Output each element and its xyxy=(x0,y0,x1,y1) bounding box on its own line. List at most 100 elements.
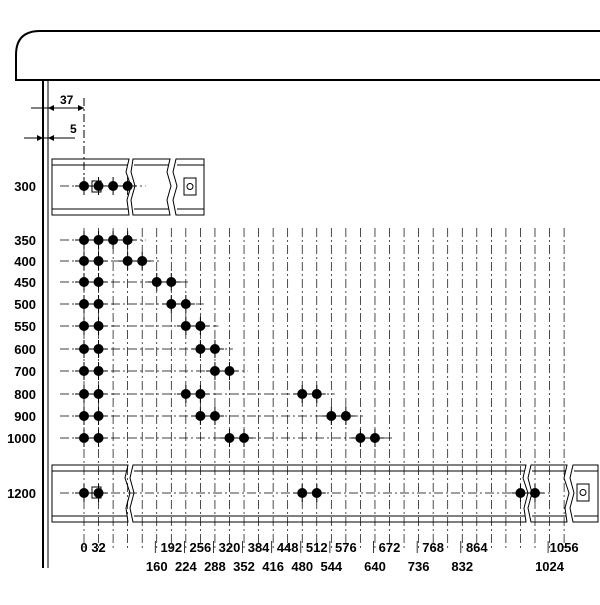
row-label: 600 xyxy=(14,342,36,357)
hole-marker xyxy=(369,433,380,443)
row-label: 350 xyxy=(14,233,36,248)
hole-marker xyxy=(79,299,89,309)
row-labels: 300 350 400 450 500 550 600 700 800 900 1000 1200 xyxy=(7,179,36,501)
hole-marker xyxy=(195,389,206,399)
top-rail xyxy=(51,158,205,216)
scale-label-lower: 544 xyxy=(320,559,342,574)
dimension-5-label: 5 xyxy=(70,122,77,136)
scale-label-lower: 736 xyxy=(408,559,430,574)
scale-label-upper: 512 xyxy=(306,540,328,555)
hole-marker xyxy=(209,411,220,421)
scale-label-lower: 832 xyxy=(451,559,473,574)
scale-label-lower: 288 xyxy=(204,559,226,574)
hole-marker xyxy=(79,389,89,399)
scale-label-upper: 864 xyxy=(466,540,488,555)
hole-marker xyxy=(166,277,177,287)
hole-marker xyxy=(93,366,104,376)
hole-marker xyxy=(93,321,104,331)
bottom-rail xyxy=(51,464,599,523)
hole-marker xyxy=(93,488,104,498)
row-label: 900 xyxy=(14,409,36,424)
row-label: 500 xyxy=(14,297,36,312)
hole-marker xyxy=(180,299,191,309)
hole-marker xyxy=(79,256,89,266)
scale-label-lower: 480 xyxy=(291,559,313,574)
hole-marker xyxy=(93,277,104,287)
hole-marker xyxy=(93,181,104,191)
scale-label-upper: 320 xyxy=(219,540,241,555)
hole-marker xyxy=(166,299,177,309)
dimension-5: 5 xyxy=(24,122,77,141)
hole-marker xyxy=(209,366,220,376)
hole-marker xyxy=(340,411,351,421)
hole-marker xyxy=(93,256,104,266)
scale-label-upper: 32 xyxy=(91,540,105,555)
hole-marker xyxy=(311,389,322,399)
hole-marker xyxy=(195,344,206,354)
hole-marker xyxy=(108,181,119,191)
row-label: 450 xyxy=(14,275,36,290)
hole-marker xyxy=(93,235,104,245)
hole-marker xyxy=(515,488,526,498)
hole-marker xyxy=(79,411,89,421)
scale-label-upper: 672 xyxy=(379,540,401,555)
bottom-labels: 0 32 192 256 320 384 448 512 576 672 768 864 1056 160… xyxy=(80,540,578,574)
hole-marker xyxy=(195,411,206,421)
scale-label-lower: 640 xyxy=(364,559,386,574)
hole-marker xyxy=(79,366,89,376)
scale-label-upper: 1056 xyxy=(550,540,579,555)
hole-marker xyxy=(122,235,133,245)
row-label: 400 xyxy=(14,254,36,269)
hole-marker xyxy=(297,488,308,498)
hole-marker xyxy=(93,299,104,309)
hole-marker xyxy=(180,389,191,399)
scale-label-lower: 160 xyxy=(146,559,168,574)
hole-marker xyxy=(93,389,104,399)
scale-label-upper: 384 xyxy=(248,540,270,555)
hole-marker xyxy=(224,433,235,443)
row-label: 700 xyxy=(14,364,36,379)
scale-label-upper: 576 xyxy=(335,540,357,555)
hole-marker xyxy=(530,488,540,498)
scale-label-lower: 352 xyxy=(233,559,255,574)
holes xyxy=(75,177,544,502)
scale-label-upper: 256 xyxy=(190,540,212,555)
hole-marker xyxy=(79,344,89,354)
scale-label-upper: 192 xyxy=(160,540,182,555)
scale-label-upper: 448 xyxy=(277,540,299,555)
hole-marker xyxy=(93,433,104,443)
scale-label-lower: 416 xyxy=(262,559,284,574)
hole-marker xyxy=(239,433,250,443)
scale-label-upper: 768 xyxy=(422,540,444,555)
hole-marker xyxy=(195,321,206,331)
hole-marker xyxy=(311,488,322,498)
dimension-37-label: 37 xyxy=(60,93,74,107)
hole-marker xyxy=(137,256,148,266)
hole-marker xyxy=(79,321,89,331)
hole-marker xyxy=(151,277,162,287)
row-label: 300 xyxy=(14,179,36,194)
scale-label-lower: 224 xyxy=(175,559,197,574)
hole-marker xyxy=(79,181,89,191)
hole-marker xyxy=(326,411,337,421)
hole-marker xyxy=(79,235,89,245)
hole-marker xyxy=(180,321,191,331)
scale-label-upper: 0 xyxy=(80,540,87,555)
dimension-37: 37 xyxy=(31,93,85,185)
row-label: 1000 xyxy=(7,431,36,446)
row-label: 1200 xyxy=(7,486,36,501)
top-panel-outline xyxy=(15,30,600,81)
hole-marker xyxy=(108,235,119,245)
hole-marker xyxy=(79,277,89,287)
hole-marker xyxy=(93,344,104,354)
hole-marker xyxy=(122,181,133,191)
hole-marker xyxy=(209,344,220,354)
scale-label-lower: 1024 xyxy=(535,559,565,574)
hole-marker xyxy=(122,256,133,266)
row-label: 800 xyxy=(14,387,36,402)
hole-marker xyxy=(297,389,308,399)
hole-marker xyxy=(93,411,104,421)
hole-marker xyxy=(355,433,366,443)
